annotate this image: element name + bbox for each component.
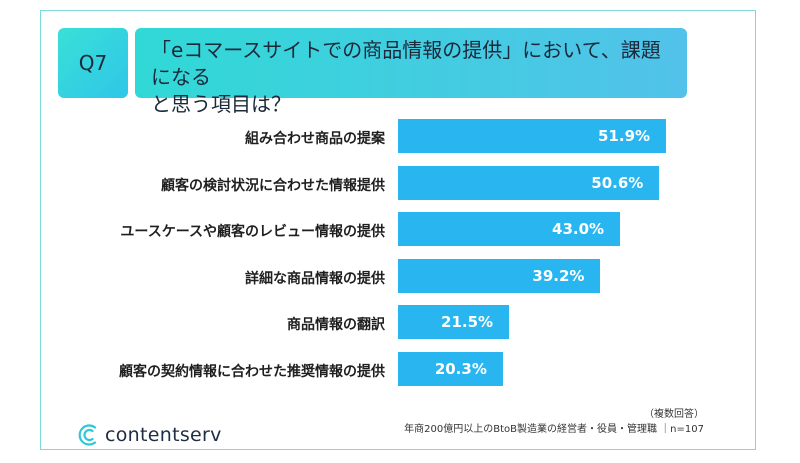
footnote-multiple-answers: （複数回答） (644, 409, 704, 420)
brand-name: contentserv (105, 424, 222, 446)
bar-value-label: 50.6% (591, 173, 644, 192)
question-number-badge: Q7 (58, 28, 128, 98)
bar (398, 351, 503, 386)
category-label: 組み合わせ商品の提案 (245, 131, 385, 147)
contentserv-logo-icon (78, 424, 97, 446)
bar-value-label: 43.0% (552, 220, 605, 238)
category-label: 顧客の検討状況に合わせた情報提供 (161, 177, 385, 194)
footnote: （複数回答） 年商200億円以上のBtoB製造業の経営者・役員・管理職 ｜n=1… (404, 407, 704, 437)
category-label: 詳細な商品情報の提供 (245, 270, 385, 287)
bar (398, 165, 660, 200)
brand-logo: contentserv (78, 423, 222, 447)
bar (398, 258, 601, 293)
category-label: 商品情報の翻訳 (287, 317, 385, 333)
bar (398, 212, 621, 246)
bar-value-label: 39.2% (532, 266, 585, 285)
bar (398, 305, 510, 339)
category-label: ユースケースや顧客のレビュー情報の提供 (120, 224, 385, 240)
bar-value-label: 21.5% (441, 313, 494, 331)
question-text-line2: と思う項目は？ (151, 92, 291, 116)
question-header: 「eコマースサイトでの商品情報の提供」において、課題になる と思う項目は？ (135, 28, 687, 116)
bar (398, 119, 666, 153)
bar-value-label: 20.3% (434, 359, 487, 378)
footnote-sample: 年商200億円以上のBtoB製造業の経営者・役員・管理職 ｜n=107 (404, 424, 704, 435)
question-number: Q7 (78, 51, 108, 75)
bar-value-label: 51.9% (598, 127, 651, 145)
question-text-line1: 「eコマースサイトでの商品情報の提供」において、課題になる (151, 38, 661, 89)
category-label: 顧客の契約情報に合わせた推奨情報の提供 (119, 363, 385, 380)
